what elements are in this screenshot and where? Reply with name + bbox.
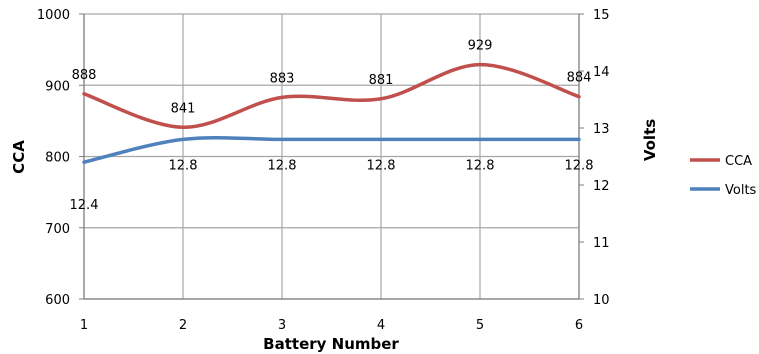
y-left-tick-label: 700	[45, 222, 70, 237]
y-left-tick-label: 900	[45, 79, 70, 94]
series-line-volts	[82, 135, 581, 164]
y-right-tick-label: 13	[593, 122, 610, 137]
data-label-volts: 12.8	[565, 158, 594, 173]
x-axis-title: Battery Number	[263, 335, 399, 353]
y-right-tick-label: 12	[593, 179, 610, 194]
legend-label-volts: Volts	[725, 183, 757, 198]
legend-label-cca: CCA	[725, 154, 752, 169]
data-label-volts: 12.8	[268, 158, 297, 173]
y-axis-title-right: Volts	[641, 119, 659, 161]
data-label-cca: 881	[369, 73, 394, 88]
data-label-volts: 12.8	[466, 158, 495, 173]
series-lines	[82, 62, 581, 164]
x-tick-label: 3	[278, 318, 286, 333]
data-label-volts: 12.8	[367, 158, 396, 173]
series-line-cca	[82, 62, 581, 130]
y-left-tick-label: 1000	[37, 8, 70, 23]
x-tick-label: 5	[476, 318, 484, 333]
data-label-volts: 12.4	[70, 198, 99, 213]
grid	[83, 13, 580, 300]
x-tick-label: 2	[179, 318, 187, 333]
y-right-tick-label: 14	[593, 65, 610, 80]
x-tick-label: 6	[575, 318, 583, 333]
y-right-tick-label: 10	[593, 293, 610, 308]
data-label-cca: 841	[171, 101, 196, 116]
data-label-volts: 12.8	[169, 158, 198, 173]
y-right-tick-label: 15	[593, 8, 610, 23]
y-left-tick-label: 600	[45, 293, 70, 308]
x-tick-label: 1	[80, 318, 88, 333]
y-axis-title-left: CCA	[10, 140, 28, 174]
data-label-cca: 888	[72, 68, 97, 83]
data-label-cca: 883	[270, 71, 295, 86]
data-labels: 888 841 883 881 929 884 12.4 12.8 12.8 12.8 12.8 12…	[70, 39, 594, 214]
y-left-tick-label: 800	[45, 151, 70, 166]
x-tick-label: 4	[377, 318, 385, 333]
y-right-tick-label: 11	[593, 236, 610, 251]
data-label-cca: 884	[567, 71, 592, 86]
data-label-cca: 929	[468, 39, 493, 54]
legend: CCA Volts	[690, 154, 757, 198]
